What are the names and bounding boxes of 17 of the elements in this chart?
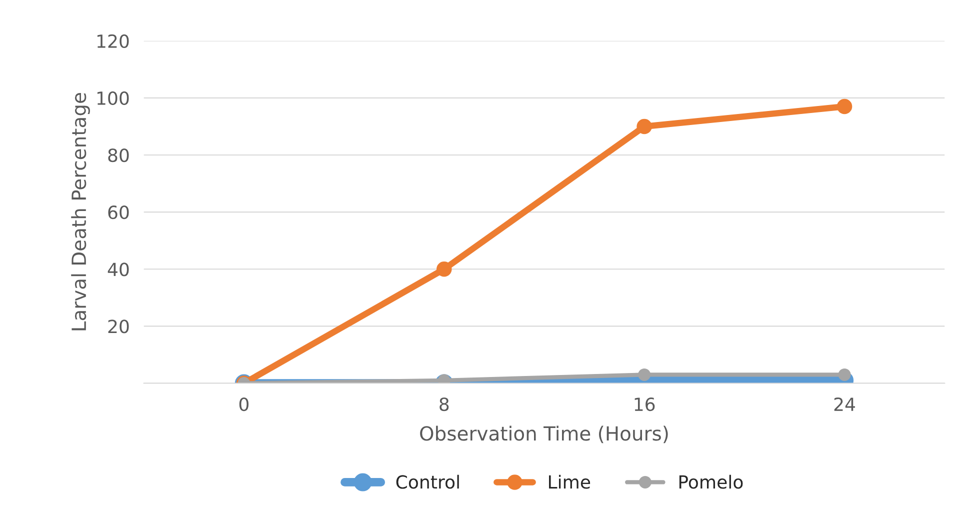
y-tick-label: 120 [97,34,129,48]
x-tick-label: 16 [634,397,655,412]
y-tick-label: 80 [108,148,129,162]
y-axis-title: Larval Death Percentage [71,93,90,330]
x-tick-label: 24 [834,397,855,411]
point [836,98,852,114]
legend-label: Control [396,474,459,489]
y-tick-label: 20 [108,320,129,334]
legend-label: Pomelo [679,474,743,489]
legend-label: Lime [549,474,590,489]
y-tick-label: 40 [108,262,129,276]
x-tick-label: 0 [239,397,248,412]
x-tick-label: 8 [440,397,449,412]
y-tick-label: 100 [97,91,129,106]
x-axis-title: Observation Time (Hours) [420,426,668,444]
y-tick-label: 60 [108,206,129,220]
point [636,118,652,134]
